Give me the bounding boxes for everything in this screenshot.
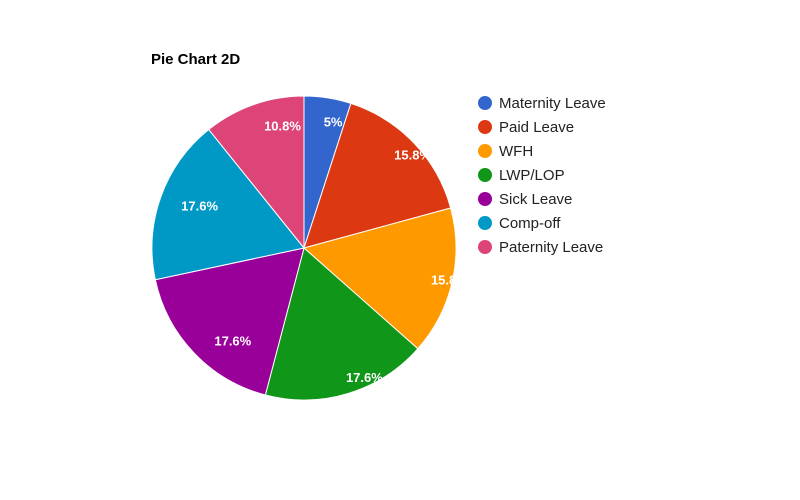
pie-slice-wfh[interactable] <box>302 207 457 350</box>
legend-label: Comp-off <box>499 214 561 232</box>
legend-item-paid-leave[interactable]: Paid Leave <box>478 115 606 139</box>
pie-slice-paid-leave[interactable] <box>303 102 452 249</box>
legend-item-paternity-leave[interactable]: Paternity Leave <box>478 235 606 259</box>
pie-slice-sick-leave[interactable] <box>154 247 305 396</box>
legend-swatch-icon <box>478 216 492 230</box>
chart-title: Pie Chart 2D <box>151 51 241 68</box>
legend-label: Paternity Leave <box>499 238 604 256</box>
legend-label: LWP/LOP <box>499 166 565 184</box>
legend-label: Paid Leave <box>499 118 575 136</box>
legend-swatch-icon <box>478 96 492 110</box>
slice-percent-label-paid-leave: 15.8% <box>394 148 431 163</box>
legend-swatch-icon <box>478 120 492 134</box>
legend-item-wfh[interactable]: WFH <box>478 139 606 163</box>
legend-item-sick-leave[interactable]: Sick Leave <box>478 187 606 211</box>
legend-label: Maternity Leave <box>499 94 606 112</box>
legend-item-maternity-leave[interactable]: Maternity Leave <box>478 91 606 115</box>
slice-percent-label-sick-leave: 17.6% <box>214 333 251 348</box>
pie-slice-lwp-lop[interactable] <box>264 247 419 401</box>
legend-label: WFH <box>499 142 534 160</box>
legend: Maternity Leave Paid Leave WFH LWP/LOP Sick … <box>478 91 606 259</box>
pie-slice-comp-off[interactable] <box>151 128 305 281</box>
legend-item-lwp-lop[interactable]: LWP/LOP <box>478 163 606 187</box>
legend-swatch-icon <box>478 144 492 158</box>
slice-percent-label-wfh: 15.8% <box>431 273 468 288</box>
slice-percent-label-maternity-leave: 5% <box>324 115 343 130</box>
slice-percent-label-paternity-leave: 10.8% <box>264 119 301 134</box>
legend-swatch-icon <box>478 192 492 206</box>
legend-swatch-icon <box>478 168 492 182</box>
legend-item-comp-off[interactable]: Comp-off <box>478 211 606 235</box>
legend-label: Sick Leave <box>499 190 573 208</box>
pie-slice-paternity-leave[interactable] <box>208 95 305 250</box>
slice-percent-label-lwp-lop: 17.6% <box>346 370 383 385</box>
slice-percent-label-comp-off: 17.6% <box>181 199 218 214</box>
legend-swatch-icon <box>478 240 492 254</box>
